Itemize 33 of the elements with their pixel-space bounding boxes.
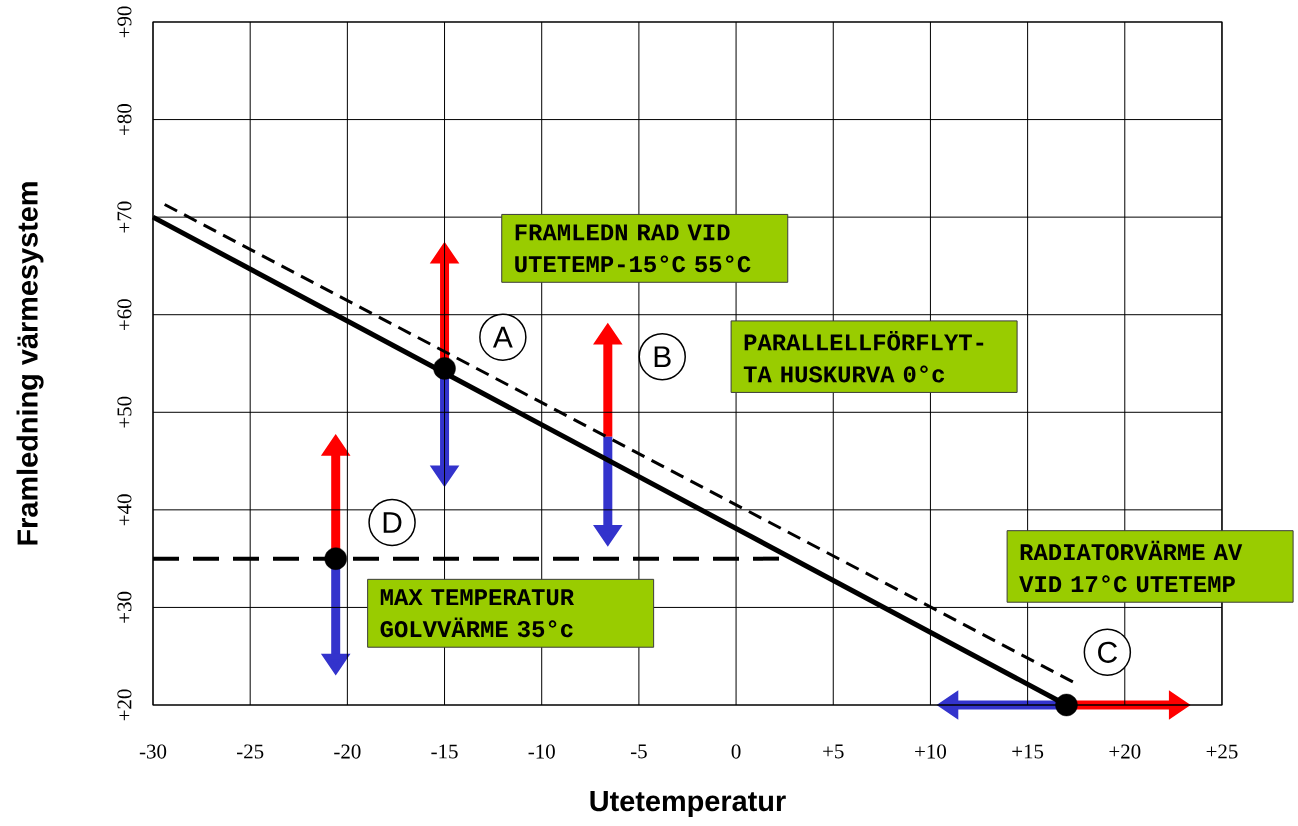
y-axis-title: Framledning värmesystem: [16, 182, 44, 545]
x-tick-label: -30: [139, 744, 167, 759]
x-tick-label: -25: [237, 744, 264, 759]
y-tick-label: +80: [117, 103, 132, 135]
y-tick-label: +40: [117, 494, 132, 526]
point: [1055, 693, 1078, 717]
y-tick-label: +50: [117, 396, 132, 428]
annotation: PARALLELLFÖRFLYT-TA HUSKURVA 0°c: [743, 330, 984, 383]
annotation: B: [654, 346, 671, 367]
annotation: RADIATORVÄRME AV VID 17°C UTETEMP: [1019, 540, 1243, 593]
point: [433, 357, 456, 380]
x-tick-label: +5: [823, 744, 844, 759]
x-tick-label: -15: [431, 744, 458, 759]
annotation: FRAMLEDN RAD VID UTETEMP-15°C 55°C: [515, 224, 751, 273]
y-tick-label: +60: [117, 299, 132, 331]
y-tick-label: +20: [117, 689, 132, 721]
x-tick-label: 0: [731, 744, 741, 759]
x-tick-label: +15: [1012, 744, 1044, 759]
x-tick-label: -20: [334, 744, 361, 759]
annotation: MAX TEMPERATUR GOLVVÄRME 35°c: [380, 589, 575, 638]
x-axis-title: Utetemperatur: [590, 791, 786, 817]
annotation: C: [1098, 641, 1118, 663]
point: [324, 547, 347, 570]
x-tick-label: +25: [1206, 744, 1238, 759]
annotation: D: [383, 512, 402, 533]
x-tick-label: +10: [915, 744, 946, 759]
x-tick-label: -5: [630, 744, 647, 759]
x-tick-label: +20: [1109, 744, 1141, 759]
y-tick-label: +30: [117, 591, 132, 623]
y-tick-label: +90: [117, 6, 132, 38]
y-tick-label: +70: [117, 201, 132, 233]
annotation: A: [492, 326, 513, 348]
x-tick-label: -10: [528, 744, 555, 759]
